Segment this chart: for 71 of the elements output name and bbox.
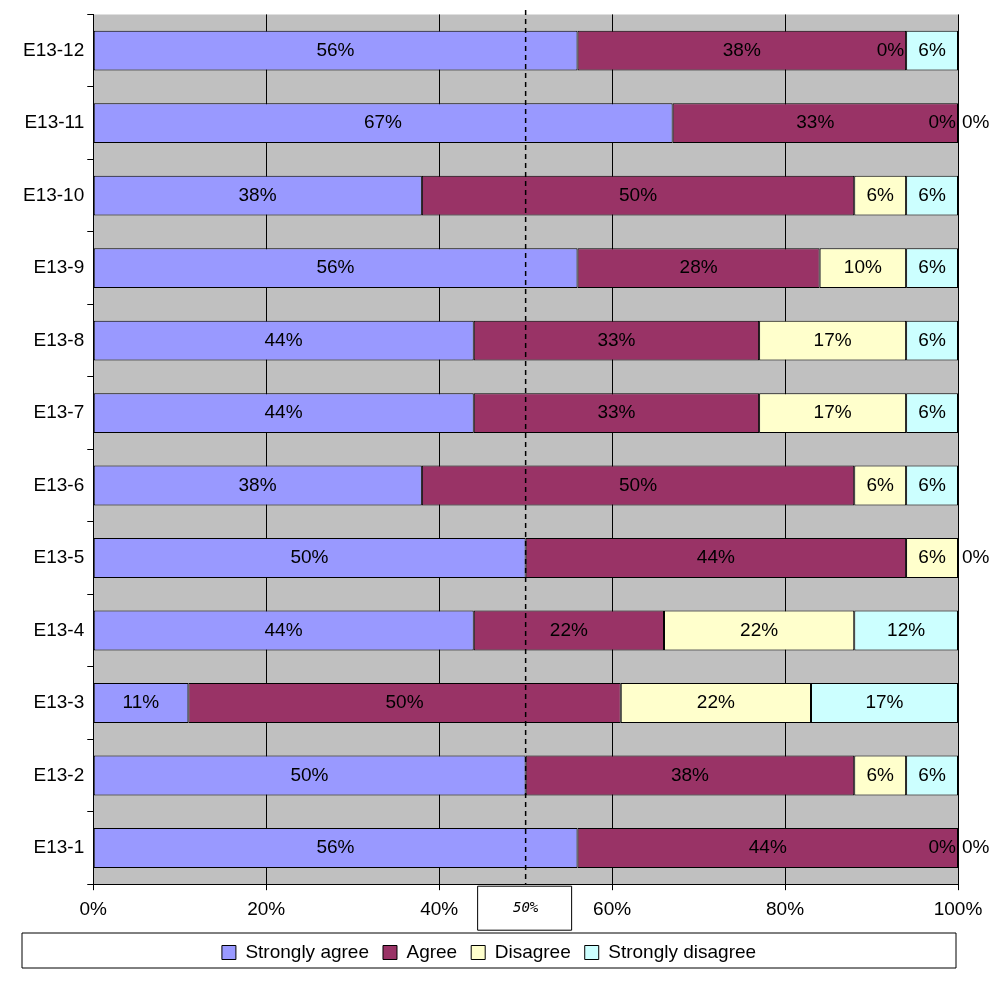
data-label: 50%	[619, 473, 658, 495]
data-label: 17%	[813, 328, 852, 350]
data-label: 33%	[597, 401, 636, 423]
data-label: 6%	[918, 183, 946, 205]
data-label: 0%	[928, 111, 957, 133]
data-label: 38%	[238, 183, 277, 205]
data-label: 6%	[866, 183, 895, 205]
data-label: 6%	[918, 328, 946, 350]
y-tick-label: E13-8	[33, 328, 85, 350]
x-tick-label: 0%	[79, 897, 108, 919]
data-label: 6%	[918, 256, 946, 278]
y-tick-label: E13-9	[33, 256, 85, 278]
data-label: 6%	[866, 763, 895, 785]
y-tick-label: E13-11	[24, 111, 85, 133]
data-label: 44%	[696, 546, 735, 568]
data-label: 6%	[918, 546, 946, 568]
data-label: 44%	[748, 836, 787, 858]
data-label: 56%	[316, 256, 355, 278]
data-label: 44%	[264, 328, 303, 350]
data-label: 0%	[962, 546, 990, 568]
ref-line-label: 50%	[512, 898, 539, 915]
data-label: 44%	[264, 618, 303, 640]
data-label: 10%	[843, 256, 882, 278]
data-label: 6%	[918, 473, 946, 495]
x-tick-label: 20%	[247, 897, 286, 919]
data-label: 0%	[928, 836, 957, 858]
data-label: 50%	[619, 183, 658, 205]
x-tick-label: 40%	[420, 897, 459, 919]
y-tick-label: E13-1	[33, 836, 85, 858]
data-label: 67%	[363, 111, 403, 133]
data-label: 50%	[290, 546, 329, 568]
y-tick-label: E13-12	[22, 38, 85, 60]
data-label: 0%	[962, 836, 990, 858]
legend-label: Strongly agree	[245, 940, 369, 962]
data-label: 44%	[264, 401, 303, 423]
x-tick-label: 80%	[766, 897, 805, 919]
data-label: 33%	[796, 111, 835, 133]
data-label: 6%	[918, 38, 946, 60]
data-label: 38%	[238, 473, 277, 495]
data-label: 6%	[866, 473, 895, 495]
data-label: 6%	[918, 401, 946, 423]
y-tick-label: E13-3	[33, 691, 85, 713]
data-label: 0%	[876, 38, 905, 60]
y-tick-label: E13-4	[33, 618, 85, 640]
data-label: 38%	[722, 38, 761, 60]
data-label: 17%	[865, 691, 904, 713]
data-label: 38%	[670, 763, 710, 785]
legend-label: Agree	[406, 940, 458, 962]
data-label: 22%	[696, 691, 735, 713]
data-label: 50%	[385, 691, 424, 713]
data-label: 33%	[597, 328, 636, 350]
data-label: 28%	[679, 256, 718, 278]
data-label: 17%	[813, 401, 852, 423]
data-label: 11%	[122, 691, 160, 713]
data-label: 22%	[549, 618, 588, 640]
legend-label: Strongly disagree	[608, 940, 757, 962]
y-tick-label: E13-10	[22, 183, 85, 205]
y-tick-label: E13-6	[33, 473, 85, 495]
y-tick-label: E13-5	[33, 546, 85, 568]
data-label: 56%	[316, 38, 355, 60]
data-label: 0%	[962, 111, 990, 133]
y-tick-label: E13-7	[33, 401, 85, 423]
y-tick-label: E13-2	[33, 763, 85, 785]
x-tick-label: 100%	[933, 897, 983, 919]
legend-label: Disagree	[494, 940, 571, 962]
data-label: 6%	[918, 763, 946, 785]
data-label: 12%	[887, 618, 926, 640]
data-label: 22%	[740, 618, 779, 640]
data-label: 50%	[290, 763, 329, 785]
x-tick-label: 60%	[593, 897, 632, 919]
data-label: 56%	[316, 836, 355, 858]
